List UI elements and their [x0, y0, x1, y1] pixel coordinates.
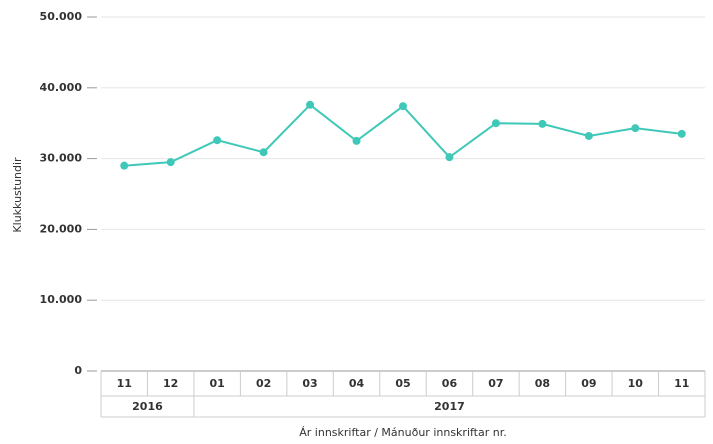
y-tick-label: 50.000 — [40, 10, 83, 23]
point — [538, 119, 547, 128]
x-tick-label: 11 — [674, 377, 689, 390]
y-tick-label: 30.000 — [40, 152, 83, 165]
x-tick-label: 06 — [442, 377, 458, 390]
group-label: 2017 — [434, 400, 465, 413]
x-tick-label: 03 — [302, 377, 317, 390]
y-tick-label: 0 — [74, 364, 82, 377]
x-tick-label: 08 — [535, 377, 550, 390]
y-tick-label: 40.000 — [40, 81, 83, 94]
y-tick-label: 20.000 — [40, 222, 83, 235]
point — [445, 153, 454, 162]
point — [631, 124, 640, 133]
group-label: 2016 — [132, 400, 163, 413]
point — [166, 158, 175, 167]
line — [124, 103, 682, 167]
point — [213, 136, 222, 145]
point — [491, 119, 500, 128]
x-tick-label: 10 — [628, 377, 644, 390]
point — [306, 100, 315, 109]
x-tick-label: 07 — [488, 377, 503, 390]
point — [584, 131, 593, 140]
x-tick-label: 09 — [581, 377, 596, 390]
x-tick-label: 02 — [256, 377, 271, 390]
point — [677, 129, 686, 138]
x-tick-label: 04 — [349, 377, 365, 390]
point — [120, 161, 129, 170]
x-tick-label: 11 — [117, 377, 132, 390]
point — [259, 148, 268, 157]
y-tick-label: 10.000 — [40, 293, 83, 306]
point — [352, 136, 361, 145]
x-axis-label: Ár innskriftar / Mánuður innskriftar nr. — [299, 426, 507, 439]
y-axis-label: Klukkustundir — [11, 157, 24, 233]
x-tick-label: 05 — [395, 377, 410, 390]
x-tick-label: 12 — [163, 377, 178, 390]
x-tick-label: 01 — [209, 377, 224, 390]
point — [399, 102, 407, 111]
